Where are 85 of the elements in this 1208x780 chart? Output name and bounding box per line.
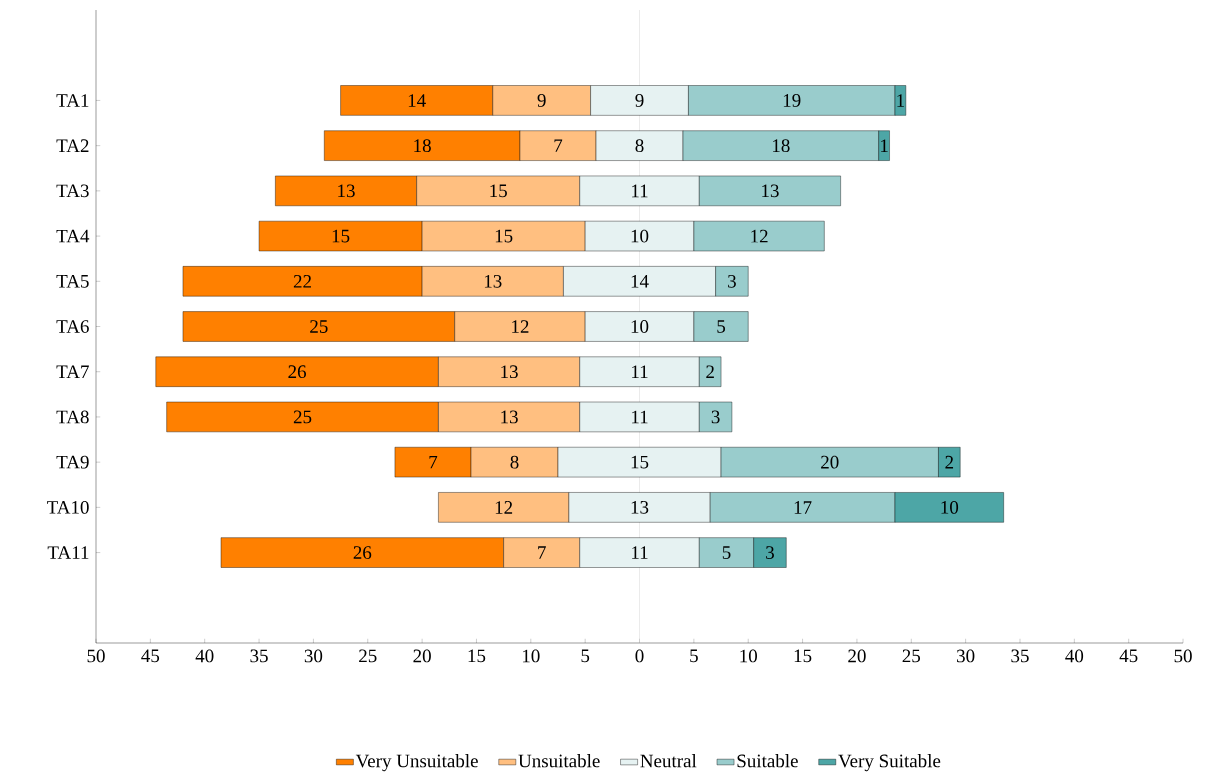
- y-tick-label: TA3: [56, 184, 89, 198]
- data-label: 5: [722, 546, 731, 559]
- data-label: 9: [635, 94, 644, 107]
- data-label: 13: [484, 274, 502, 288]
- data-label: 1: [897, 94, 905, 107]
- data-label: 10: [941, 500, 959, 514]
- data-label: 3: [711, 410, 720, 424]
- data-label: 7: [429, 455, 438, 469]
- data-label: 25: [310, 320, 328, 333]
- data-label: 14: [631, 275, 649, 288]
- x-tick-label: 15: [468, 649, 486, 663]
- data-label: 9: [537, 94, 546, 107]
- data-label: 11: [632, 410, 648, 424]
- data-label: 8: [510, 455, 519, 469]
- data-label: 17: [794, 501, 812, 514]
- data-label: 11: [632, 546, 648, 559]
- data-label: 22: [293, 275, 311, 288]
- x-tick-label: 35: [1011, 649, 1029, 663]
- x-tick-label: 20: [848, 649, 866, 663]
- data-label: 3: [766, 546, 774, 559]
- y-tick-label: TA10: [47, 500, 89, 514]
- y-tick-label: TA2: [56, 139, 89, 152]
- legend-label: Suitable: [737, 754, 798, 768]
- y-tick-label: TA4: [56, 229, 90, 243]
- y-tick-label: TA9: [56, 455, 89, 469]
- data-label: 13: [762, 184, 779, 198]
- data-label: 10: [631, 229, 649, 243]
- data-label: 8: [635, 139, 644, 153]
- data-label: 15: [332, 229, 350, 243]
- y-tick-label: TA7: [56, 365, 89, 378]
- y-tick-label: TA6: [56, 320, 89, 333]
- x-tick-label: 10: [522, 649, 540, 663]
- data-label: 7: [554, 139, 563, 152]
- data-label: 26: [353, 546, 372, 559]
- data-label: 18: [414, 139, 431, 153]
- y-tick-label: TA8: [56, 410, 89, 424]
- x-tick-label: 30: [957, 649, 975, 663]
- x-tick-label: 20: [413, 649, 431, 663]
- data-label: 11: [632, 365, 648, 378]
- data-label: 11: [632, 184, 648, 198]
- legend-label: Unsuitable: [518, 754, 600, 768]
- x-tick-label: 40: [195, 649, 214, 663]
- x-tick-label: 35: [250, 649, 268, 663]
- x-tick-label: 0: [635, 649, 644, 663]
- legend-label: Neutral: [640, 754, 697, 768]
- legend-label: Very Unsuitable: [355, 754, 478, 772]
- data-label: 20: [821, 455, 839, 469]
- x-tick-label: 50: [1174, 649, 1192, 663]
- data-label: 12: [495, 501, 513, 514]
- data-label: 7: [538, 546, 546, 559]
- y-tick-label: TA1: [56, 94, 89, 107]
- data-label: 5: [717, 320, 726, 333]
- x-tick-label: 45: [141, 649, 160, 663]
- x-tick-label: 5: [581, 649, 590, 663]
- data-label: 15: [495, 229, 513, 243]
- data-label: 18: [773, 139, 790, 153]
- x-tick-label: 10: [740, 649, 757, 663]
- data-label: 12: [512, 320, 529, 333]
- data-label: 1: [881, 139, 888, 152]
- legend-label: Very Suitable: [838, 754, 941, 772]
- x-tick-label: 25: [902, 649, 921, 663]
- data-label: 19: [783, 94, 801, 107]
- x-tick-label: 50: [87, 649, 105, 663]
- data-label: 26: [288, 365, 307, 379]
- data-label: 15: [490, 184, 507, 198]
- data-label: 13: [338, 184, 355, 198]
- y-tick-label: TA5: [56, 274, 89, 288]
- x-tick-label: 25: [359, 649, 377, 663]
- x-tick-label: 5: [690, 649, 698, 663]
- data-label: 13: [631, 500, 649, 514]
- data-label: 3: [728, 274, 736, 288]
- x-tick-label: 15: [794, 649, 812, 663]
- data-label: 25: [293, 410, 312, 424]
- data-label: 2: [945, 455, 954, 469]
- data-label: 12: [751, 229, 768, 243]
- data-label: 13: [501, 410, 518, 424]
- data-label: 15: [631, 455, 649, 469]
- x-tick-label: 40: [1065, 649, 1084, 663]
- data-label: 10: [631, 320, 649, 333]
- data-label: 13: [501, 365, 518, 379]
- x-tick-label: 45: [1119, 649, 1138, 663]
- data-label: 14: [408, 94, 426, 107]
- data-label: 2: [706, 365, 714, 379]
- x-tick-label: 30: [304, 649, 323, 663]
- y-tick-label: TA11: [47, 546, 89, 559]
